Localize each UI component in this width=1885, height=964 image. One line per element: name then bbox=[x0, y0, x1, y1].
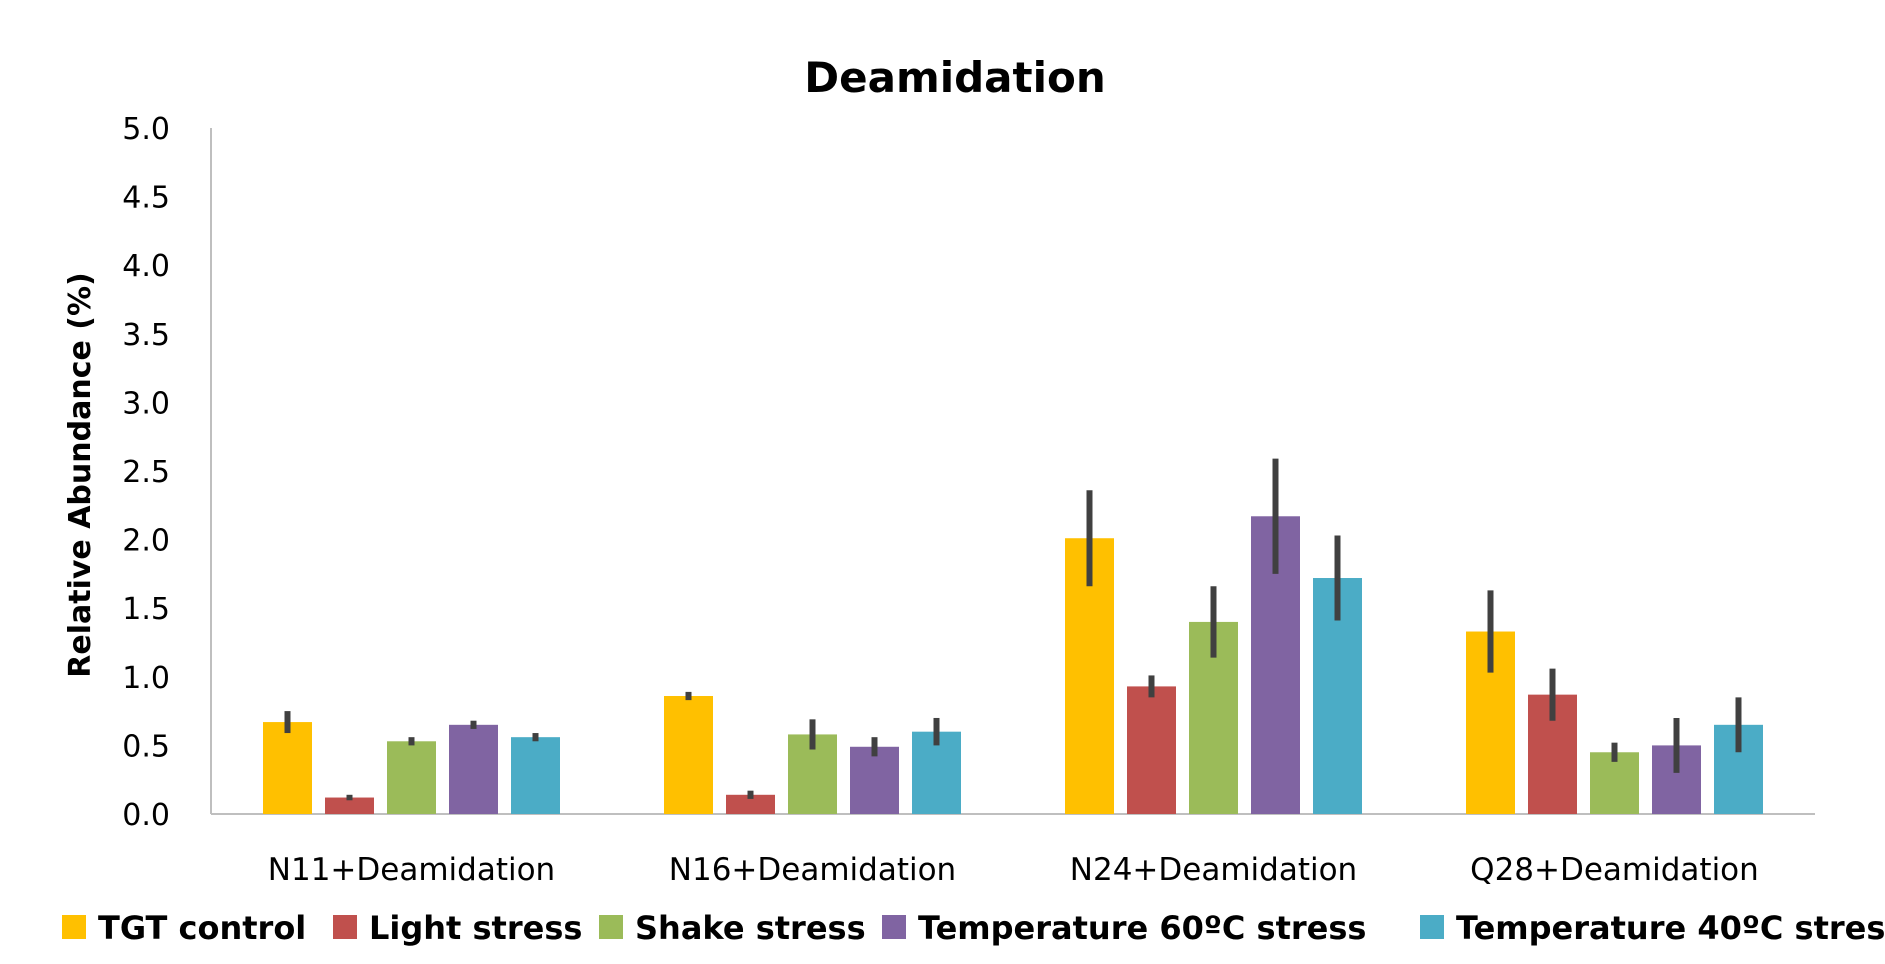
legend-label: TGT control bbox=[98, 909, 306, 947]
bar bbox=[1127, 686, 1176, 814]
y-axis-label: Relative Abundance (%) bbox=[63, 272, 98, 677]
bar bbox=[1590, 752, 1639, 814]
error-bars bbox=[284, 458, 1742, 801]
bar bbox=[387, 741, 436, 814]
y-tick-label: 5.0 bbox=[122, 112, 170, 147]
bar bbox=[449, 724, 498, 814]
legend: TGT control Light stress Shake stress Tempe… bbox=[62, 909, 1885, 947]
bar bbox=[325, 797, 374, 814]
bars bbox=[263, 516, 1763, 814]
bar bbox=[726, 794, 775, 814]
bar bbox=[511, 737, 560, 814]
x-axis-ticks: N11+Deamidation N16+Deamidation N24+Deamid… bbox=[268, 852, 1759, 888]
y-tick-label: 4.0 bbox=[122, 249, 170, 284]
legend-label: Temperature 40ºC stress bbox=[1456, 909, 1885, 947]
bar bbox=[850, 746, 899, 814]
x-tick-label: N11+Deamidation bbox=[268, 852, 555, 888]
x-tick-label: Q28+Deamidation bbox=[1470, 852, 1759, 888]
y-tick-label: 3.5 bbox=[122, 318, 170, 353]
y-tick-label: 0.0 bbox=[122, 798, 170, 833]
x-tick-label: N24+Deamidation bbox=[1070, 852, 1357, 888]
y-tick-label: 4.5 bbox=[122, 181, 170, 216]
legend-label: Temperature 60ºC stress bbox=[918, 909, 1366, 947]
legend-swatch bbox=[1420, 915, 1444, 939]
legend-label: Light stress bbox=[369, 909, 582, 947]
legend-swatch bbox=[333, 915, 357, 939]
y-tick-label: 1.0 bbox=[122, 661, 170, 696]
x-tick-label: N16+Deamidation bbox=[669, 852, 956, 888]
y-tick-label: 3.0 bbox=[122, 386, 170, 421]
legend-swatch bbox=[62, 915, 86, 939]
y-tick-label: 0.5 bbox=[122, 729, 170, 764]
legend-swatch bbox=[882, 915, 906, 939]
chart-title: Deamidation bbox=[804, 53, 1106, 102]
y-axis-ticks: 0.0 0.5 1.0 1.5 2.0 2.5 3.0 3.5 4.0 4.5 5.0 bbox=[122, 112, 170, 833]
legend-swatch bbox=[599, 915, 623, 939]
bar bbox=[263, 722, 312, 814]
y-tick-label: 2.5 bbox=[122, 455, 170, 490]
y-tick-label: 2.0 bbox=[122, 524, 170, 559]
legend-label: Shake stress bbox=[635, 909, 866, 947]
y-tick-label: 1.5 bbox=[122, 592, 170, 627]
bar bbox=[664, 696, 713, 814]
